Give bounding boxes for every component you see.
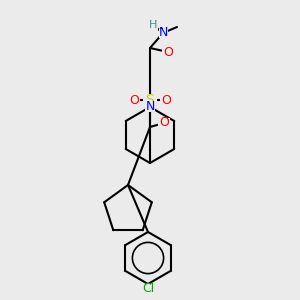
Text: H: H — [149, 20, 157, 30]
Text: O: O — [161, 94, 171, 106]
FancyBboxPatch shape — [149, 21, 157, 29]
FancyBboxPatch shape — [160, 95, 172, 105]
FancyBboxPatch shape — [162, 47, 174, 57]
Text: Cl: Cl — [142, 283, 154, 296]
FancyBboxPatch shape — [162, 47, 174, 57]
FancyBboxPatch shape — [160, 95, 172, 105]
FancyBboxPatch shape — [145, 102, 155, 112]
FancyBboxPatch shape — [159, 29, 167, 37]
Text: N: N — [158, 26, 168, 40]
FancyBboxPatch shape — [128, 95, 140, 105]
Text: S: S — [146, 93, 154, 107]
Text: S: S — [146, 93, 154, 107]
Text: N: N — [145, 100, 155, 113]
FancyBboxPatch shape — [143, 94, 157, 106]
Text: H: H — [149, 20, 157, 30]
Text: O: O — [129, 94, 139, 106]
FancyBboxPatch shape — [158, 118, 170, 128]
Text: O: O — [159, 116, 169, 130]
FancyBboxPatch shape — [144, 94, 156, 106]
FancyBboxPatch shape — [145, 102, 155, 112]
Text: N: N — [158, 26, 168, 40]
Text: O: O — [163, 46, 173, 59]
Text: O: O — [163, 46, 173, 59]
Text: N: N — [145, 100, 155, 113]
Text: O: O — [159, 116, 169, 130]
Text: O: O — [161, 94, 171, 106]
FancyBboxPatch shape — [158, 118, 170, 128]
FancyBboxPatch shape — [140, 284, 156, 295]
FancyBboxPatch shape — [128, 95, 140, 105]
FancyBboxPatch shape — [140, 284, 156, 294]
FancyBboxPatch shape — [158, 28, 167, 38]
Text: Cl: Cl — [142, 283, 154, 296]
FancyBboxPatch shape — [148, 20, 158, 29]
Text: O: O — [129, 94, 139, 106]
